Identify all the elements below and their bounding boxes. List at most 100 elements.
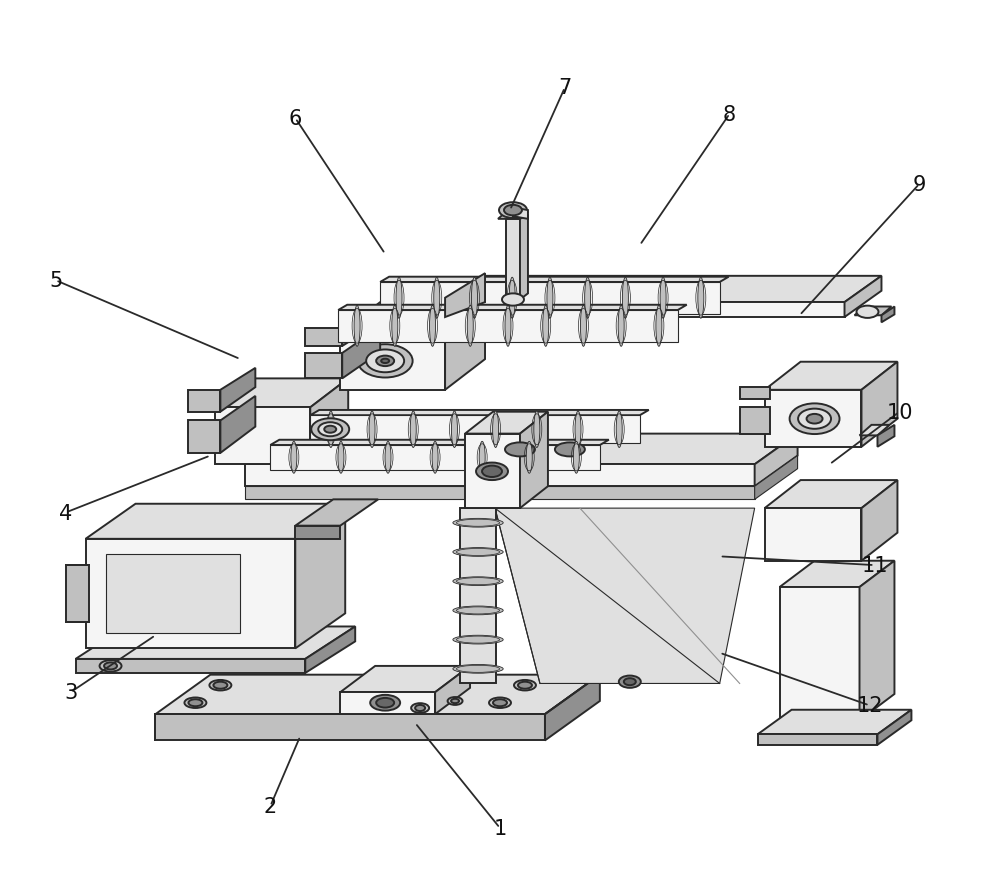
Polygon shape bbox=[780, 588, 860, 720]
Ellipse shape bbox=[213, 682, 227, 689]
Polygon shape bbox=[755, 456, 798, 500]
Ellipse shape bbox=[328, 411, 334, 448]
Polygon shape bbox=[855, 307, 891, 316]
Polygon shape bbox=[877, 425, 894, 447]
Polygon shape bbox=[310, 410, 649, 416]
Ellipse shape bbox=[534, 411, 540, 448]
Ellipse shape bbox=[547, 278, 553, 319]
Text: 9: 9 bbox=[913, 175, 926, 195]
Polygon shape bbox=[445, 276, 881, 303]
Ellipse shape bbox=[396, 278, 402, 319]
Text: 10: 10 bbox=[886, 403, 913, 422]
Polygon shape bbox=[305, 627, 355, 674]
Polygon shape bbox=[86, 504, 345, 539]
Ellipse shape bbox=[857, 306, 878, 318]
Ellipse shape bbox=[656, 306, 662, 347]
Polygon shape bbox=[380, 277, 729, 282]
Text: 1: 1 bbox=[493, 818, 507, 838]
Polygon shape bbox=[445, 274, 485, 317]
Polygon shape bbox=[310, 416, 640, 444]
Polygon shape bbox=[513, 208, 528, 219]
Ellipse shape bbox=[354, 306, 360, 347]
Polygon shape bbox=[295, 500, 378, 526]
Ellipse shape bbox=[555, 443, 585, 457]
Polygon shape bbox=[765, 481, 897, 509]
Polygon shape bbox=[305, 353, 342, 379]
Ellipse shape bbox=[575, 411, 581, 448]
Ellipse shape bbox=[479, 442, 485, 474]
Ellipse shape bbox=[798, 410, 831, 430]
Text: 3: 3 bbox=[64, 682, 77, 702]
Polygon shape bbox=[861, 481, 897, 561]
Ellipse shape bbox=[453, 606, 503, 615]
Polygon shape bbox=[380, 282, 720, 314]
Ellipse shape bbox=[451, 411, 457, 448]
Text: 2: 2 bbox=[264, 796, 277, 816]
Ellipse shape bbox=[376, 698, 394, 708]
Ellipse shape bbox=[184, 698, 206, 709]
Ellipse shape bbox=[619, 676, 641, 688]
Polygon shape bbox=[506, 219, 520, 300]
Polygon shape bbox=[340, 303, 485, 333]
Ellipse shape bbox=[505, 443, 535, 457]
Ellipse shape bbox=[453, 519, 503, 528]
Polygon shape bbox=[310, 379, 348, 465]
Ellipse shape bbox=[618, 306, 624, 347]
Polygon shape bbox=[860, 425, 889, 436]
Polygon shape bbox=[188, 390, 220, 412]
Polygon shape bbox=[780, 561, 894, 588]
Ellipse shape bbox=[453, 636, 503, 645]
Polygon shape bbox=[740, 408, 770, 434]
Ellipse shape bbox=[616, 411, 622, 448]
Polygon shape bbox=[758, 710, 911, 734]
Polygon shape bbox=[188, 421, 220, 453]
Polygon shape bbox=[495, 509, 755, 684]
Polygon shape bbox=[465, 412, 548, 434]
Ellipse shape bbox=[100, 660, 122, 672]
Ellipse shape bbox=[451, 699, 459, 703]
Polygon shape bbox=[465, 434, 520, 509]
Ellipse shape bbox=[291, 442, 297, 474]
Ellipse shape bbox=[411, 703, 429, 713]
Polygon shape bbox=[765, 509, 861, 561]
Ellipse shape bbox=[453, 548, 503, 557]
Ellipse shape bbox=[502, 294, 524, 306]
Ellipse shape bbox=[504, 205, 522, 216]
Ellipse shape bbox=[660, 278, 666, 319]
Polygon shape bbox=[215, 379, 348, 408]
Ellipse shape bbox=[376, 356, 394, 367]
Polygon shape bbox=[155, 675, 600, 715]
Text: 6: 6 bbox=[289, 109, 302, 129]
Polygon shape bbox=[342, 305, 380, 346]
Ellipse shape bbox=[573, 442, 579, 474]
Ellipse shape bbox=[385, 442, 391, 474]
Ellipse shape bbox=[790, 404, 840, 435]
Polygon shape bbox=[338, 310, 678, 342]
Polygon shape bbox=[765, 362, 897, 390]
Ellipse shape bbox=[698, 278, 704, 319]
Polygon shape bbox=[755, 434, 798, 487]
Ellipse shape bbox=[209, 681, 231, 691]
Polygon shape bbox=[498, 212, 528, 219]
Ellipse shape bbox=[518, 682, 532, 689]
Polygon shape bbox=[740, 388, 770, 399]
Polygon shape bbox=[520, 215, 528, 300]
Polygon shape bbox=[758, 734, 877, 745]
Polygon shape bbox=[860, 561, 894, 720]
Polygon shape bbox=[765, 390, 861, 447]
Text: 8: 8 bbox=[723, 104, 736, 125]
Ellipse shape bbox=[471, 278, 477, 319]
Ellipse shape bbox=[453, 665, 503, 674]
Ellipse shape bbox=[476, 463, 508, 481]
Polygon shape bbox=[215, 408, 310, 465]
Ellipse shape bbox=[493, 700, 507, 707]
Polygon shape bbox=[520, 412, 548, 509]
Ellipse shape bbox=[580, 306, 586, 347]
Polygon shape bbox=[66, 566, 89, 623]
Polygon shape bbox=[295, 504, 345, 649]
Polygon shape bbox=[76, 627, 355, 660]
Polygon shape bbox=[445, 303, 845, 317]
Text: 11: 11 bbox=[861, 555, 888, 575]
Ellipse shape bbox=[369, 411, 375, 448]
Ellipse shape bbox=[410, 411, 416, 448]
